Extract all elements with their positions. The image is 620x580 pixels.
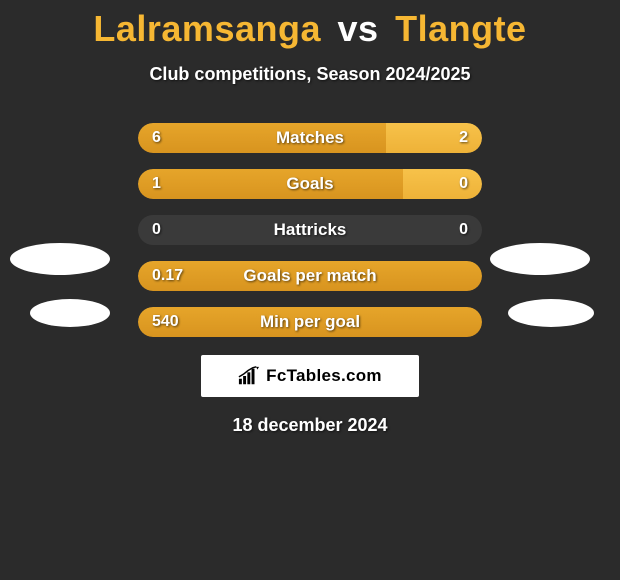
stat-track: 540 Min per goal [138,307,482,337]
page-title: Lalramsanga vs Tlangte [0,0,620,50]
date-text: 18 december 2024 [0,415,620,436]
attribution-badge[interactable]: FcTables.com [201,355,419,397]
attribution-text: FcTables.com [266,366,382,386]
stat-row: 0 Hattricks 0 [0,215,620,245]
stat-track: 1 Goals 0 [138,169,482,199]
stat-track: 6 Matches 2 [138,123,482,153]
stat-fill-left [138,261,482,291]
player1-name: Lalramsanga [93,8,321,49]
stat-row: 540 Min per goal [0,307,620,337]
stat-label: Hattricks [138,220,482,240]
stat-fill-left [138,123,386,153]
stat-fill-left [138,307,482,337]
stat-fill-left [138,169,403,199]
stat-row: 1 Goals 0 [0,169,620,199]
subtitle: Club competitions, Season 2024/2025 [0,64,620,85]
bar-chart-icon [238,366,260,386]
stat-value-left: 0 [152,221,161,239]
player2-name: Tlangte [395,8,527,49]
stat-fill-right [403,169,482,199]
comparison-chart: 6 Matches 2 1 Goals 0 0 Hattricks 0 0.17… [0,123,620,337]
stat-row: 6 Matches 2 [0,123,620,153]
stat-track: 0.17 Goals per match [138,261,482,291]
stat-track: 0 Hattricks 0 [138,215,482,245]
stat-fill-right [386,123,482,153]
stat-row: 0.17 Goals per match [0,261,620,291]
vs-word: vs [338,8,379,49]
stat-value-right: 0 [459,221,468,239]
